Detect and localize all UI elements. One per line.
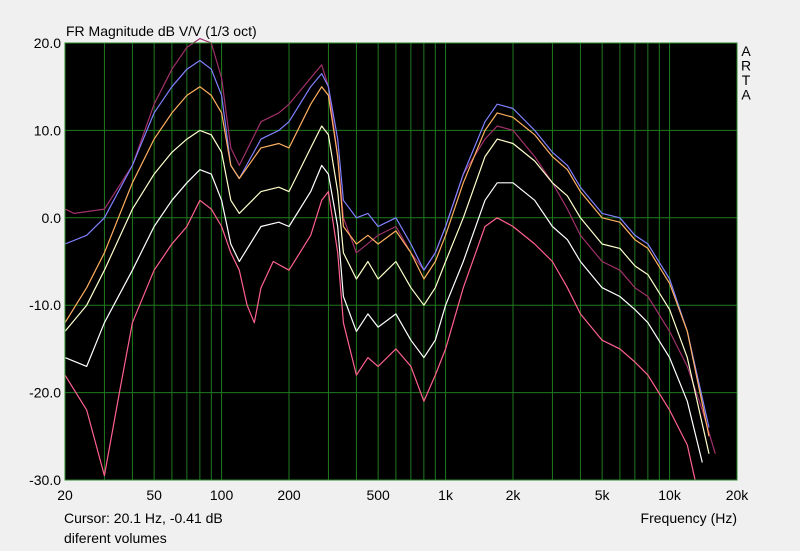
cursor-readout: Cursor: 20.1 Hz, -0.41 dB bbox=[64, 510, 223, 526]
series-line-1 bbox=[64, 38, 716, 454]
measurement-note: diferent volumes bbox=[64, 530, 167, 546]
x-axis: 20 50 100 200 500 1k 2k 5k 10k 20k bbox=[57, 487, 749, 503]
x-axis-label: Frequency (Hz) bbox=[641, 510, 737, 526]
x-tick-label: 50 bbox=[146, 487, 162, 503]
x-tick-label: 2k bbox=[506, 487, 522, 503]
watermark-letter: R bbox=[741, 58, 751, 74]
x-tick-label: 500 bbox=[366, 487, 390, 503]
series-line-4 bbox=[64, 125, 710, 454]
watermark-letter: A bbox=[741, 87, 751, 103]
y-tick-label: 10.0 bbox=[34, 122, 61, 138]
x-tick-label: 200 bbox=[277, 487, 301, 503]
series-line-2 bbox=[64, 59, 710, 428]
series-layer bbox=[64, 38, 716, 481]
x-tick-label: 10k bbox=[658, 487, 682, 503]
y-tick-label: -20.0 bbox=[29, 385, 61, 401]
y-axis: 20.0 10.0 0.0 -10.0 -20.0 -30.0 bbox=[29, 35, 61, 488]
x-tick-label: 20k bbox=[726, 487, 750, 503]
watermark-letter: T bbox=[742, 72, 751, 88]
plot-area[interactable] bbox=[65, 43, 737, 480]
y-tick-label: -10.0 bbox=[29, 297, 61, 313]
plot-border bbox=[64, 42, 738, 481]
series-line-5 bbox=[64, 164, 703, 463]
x-tick-label: 20 bbox=[57, 487, 73, 503]
watermark-letter: A bbox=[741, 43, 751, 59]
y-tick-label: -30.0 bbox=[29, 472, 61, 488]
chart-title: FR Magnitude dB V/V (1/3 oct) bbox=[66, 23, 257, 39]
series-line-6 bbox=[64, 191, 696, 481]
y-tick-label: 0.0 bbox=[42, 210, 62, 226]
x-tick-label: 5k bbox=[595, 487, 611, 503]
x-tick-label: 1k bbox=[438, 487, 454, 503]
y-tick-label: 20.0 bbox=[34, 35, 61, 51]
x-tick-label: 100 bbox=[210, 487, 234, 503]
series-line-3 bbox=[64, 86, 710, 437]
